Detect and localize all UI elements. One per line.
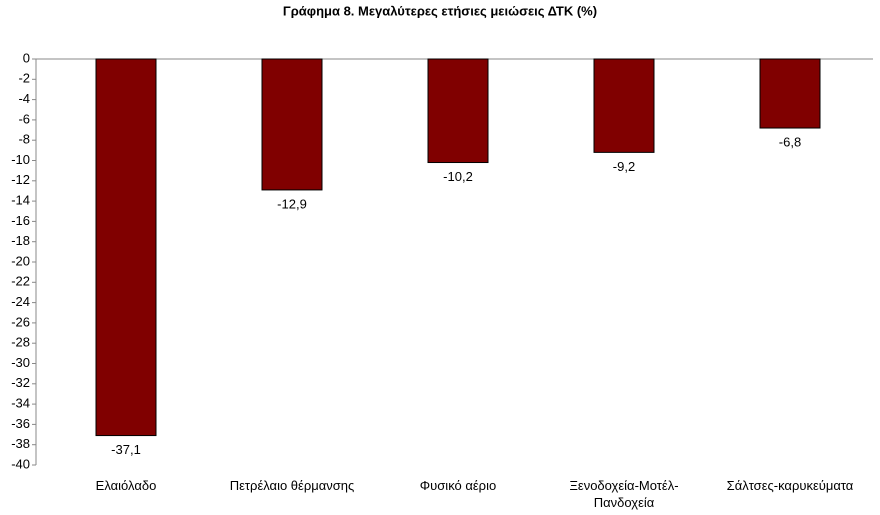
chart-title: Γράφημα 8. Μεγαλύτερες ετήσιες μειώσεις … (283, 3, 597, 18)
bar (593, 58, 655, 153)
y-tick-label: -16 (11, 213, 30, 228)
data-label: -6,8 (779, 134, 801, 149)
bar (95, 58, 157, 437)
y-tick-label: -26 (11, 314, 30, 329)
y-tick-label: -10 (11, 152, 30, 167)
bar (759, 58, 821, 129)
y-tick-label: -20 (11, 253, 30, 268)
y-tick-label: -28 (11, 335, 30, 350)
y-tick-label: -4 (18, 91, 30, 106)
y-tick-label: -22 (11, 274, 30, 289)
y-tick-label: -2 (18, 71, 30, 86)
y-tick-label: -40 (11, 456, 30, 471)
x-tick-label: Ξενοδοχεία-Μοτέλ-Πανδοχεία (569, 478, 679, 510)
y-tick-label: -12 (11, 172, 30, 187)
y-tick-label: 0 (23, 50, 30, 65)
y-tick-label: -8 (18, 132, 30, 147)
x-tick-label: Φυσικό αέριο (419, 478, 497, 493)
y-tick-label: -36 (11, 416, 30, 431)
x-tick-label: Ελαιόλαδο (95, 478, 157, 493)
data-label: -9,2 (613, 159, 635, 174)
x-tick-label: Σάλτσες-καρυκεύματα (726, 478, 854, 493)
y-tick-label: -34 (11, 396, 30, 411)
y-tick-label: -32 (11, 375, 30, 390)
x-tick-label: Πετρέλαιο θέρμανσης (229, 478, 355, 493)
bar (427, 58, 489, 164)
data-label: -10,2 (443, 169, 473, 184)
y-tick-label: -30 (11, 355, 30, 370)
y-tick-label: -14 (11, 193, 30, 208)
y-tick-label: -38 (11, 436, 30, 451)
y-tick-label: -24 (11, 294, 30, 309)
y-tick-label: -18 (11, 233, 30, 248)
y-tick-label: -6 (18, 111, 30, 126)
data-label: -37,1 (111, 442, 141, 457)
bar (261, 58, 323, 191)
data-label: -12,9 (277, 196, 307, 211)
